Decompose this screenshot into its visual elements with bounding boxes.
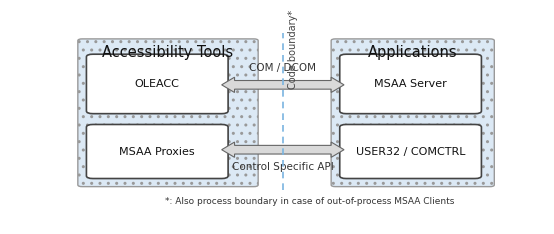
Text: Accessibility Tools: Accessibility Tools	[102, 45, 234, 60]
FancyBboxPatch shape	[331, 39, 494, 187]
FancyBboxPatch shape	[86, 54, 228, 114]
Polygon shape	[222, 142, 344, 157]
Text: USER32 / COMCTRL: USER32 / COMCTRL	[356, 146, 465, 157]
FancyBboxPatch shape	[340, 124, 481, 179]
FancyBboxPatch shape	[78, 39, 258, 187]
Text: Control Specific API: Control Specific API	[232, 162, 334, 172]
FancyBboxPatch shape	[86, 124, 228, 179]
Text: Applications: Applications	[368, 45, 458, 60]
Text: Code boundary*: Code boundary*	[288, 10, 298, 89]
Text: MSAA Proxies: MSAA Proxies	[120, 146, 195, 157]
Polygon shape	[222, 77, 344, 92]
Text: COM / DCOM: COM / DCOM	[249, 63, 316, 73]
Text: OLEACC: OLEACC	[135, 79, 179, 89]
FancyBboxPatch shape	[340, 54, 481, 114]
Text: *: Also process boundary in case of out-of-process MSAA Clients: *: Also process boundary in case of out-…	[165, 197, 454, 206]
Text: MSAA Server: MSAA Server	[374, 79, 447, 89]
